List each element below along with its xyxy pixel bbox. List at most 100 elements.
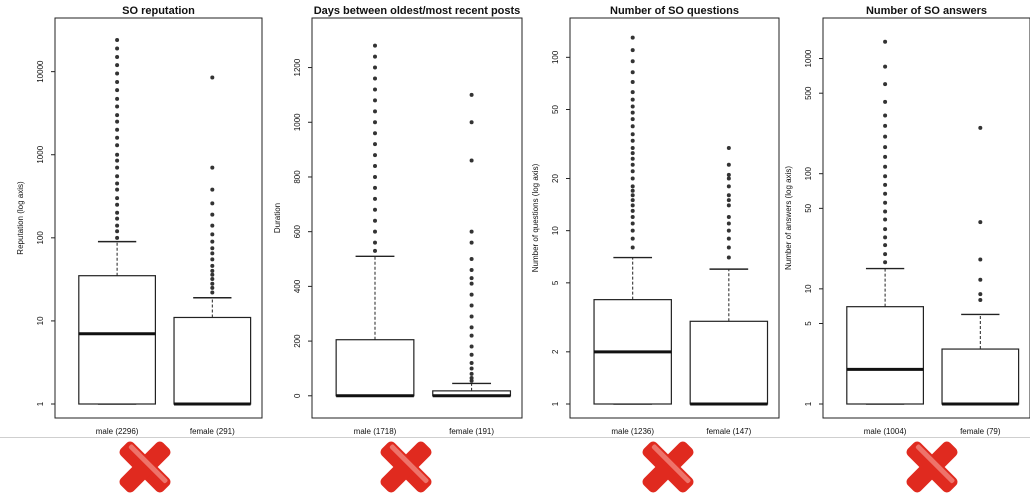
outlier-point (210, 246, 215, 251)
outlier-point (883, 164, 888, 169)
red-x-mark-icon (906, 441, 958, 493)
outlier-point (373, 109, 377, 114)
chart-title: Number of SO answers (866, 5, 987, 17)
outlier-point (373, 54, 377, 59)
outlier-point (630, 162, 635, 167)
outlier-point (883, 64, 888, 69)
outlier-point (630, 228, 635, 233)
outlier-point (630, 169, 635, 174)
outlier-point (469, 292, 474, 297)
outlier-point (373, 76, 377, 81)
box-body (78, 275, 156, 405)
outlier-point (630, 132, 635, 137)
outlier-point (115, 119, 120, 124)
outlier-point (115, 143, 120, 148)
y-tick-label: 1000 (36, 145, 45, 163)
outlier-point (883, 134, 888, 139)
outlier-point (726, 193, 731, 198)
outlier-point (115, 235, 120, 240)
x-category-label: female (147) (706, 427, 751, 436)
y-tick-label: 50 (804, 203, 813, 212)
chart-title: Number of SO questions (610, 5, 739, 17)
outlier-point (210, 223, 215, 228)
outlier-point (115, 210, 120, 215)
x-highlight (128, 444, 168, 484)
y-axis-label: Reputation (log axis) (16, 181, 25, 255)
box-2 (689, 145, 769, 406)
y-tick-label: 500 (804, 86, 813, 100)
box-1 (593, 35, 672, 405)
outlier-point (373, 43, 377, 48)
outlier-point (630, 48, 635, 53)
outlier-point (630, 193, 635, 198)
outlier-point (115, 55, 120, 60)
outlier-point (373, 174, 377, 179)
outlier-point (630, 124, 635, 129)
x-bar-2 (642, 441, 694, 493)
outlier-point (726, 145, 731, 150)
y-tick-label: 10000 (36, 60, 45, 83)
outlier-point (469, 376, 474, 381)
outlier-point (469, 240, 474, 245)
outlier-point (115, 152, 120, 157)
outlier-point (883, 200, 888, 205)
outlier-point (630, 236, 635, 241)
y-tick-label: 1 (804, 401, 813, 406)
outlier-point (115, 135, 120, 140)
outlier-point (630, 138, 635, 143)
outlier-point (469, 257, 474, 262)
outlier-point (883, 82, 888, 87)
x-bar-2 (906, 441, 958, 493)
outlier-point (210, 276, 215, 281)
y-axis-label: Number of answers (log axis) (784, 166, 793, 270)
outlier-point (469, 344, 474, 349)
x-category-label: male (2296) (96, 427, 139, 436)
outlier-point (210, 290, 215, 295)
outlier-point (726, 172, 731, 177)
outlier-point (210, 257, 215, 262)
outlier-point (210, 165, 215, 170)
outlier-point (115, 63, 120, 68)
y-tick-label: 10 (36, 316, 45, 325)
outlier-point (630, 117, 635, 122)
outlier-point (630, 156, 635, 161)
outlier-point (469, 325, 474, 330)
outlier-point (373, 185, 377, 190)
outlier-point (373, 207, 377, 212)
outlier-point (630, 245, 635, 250)
y-tick-label: 50 (551, 105, 560, 114)
chart-panel-4: Number of SO answers 1 5 10 50 100 500 1000 Numb… (784, 5, 1030, 436)
outlier-point (373, 120, 377, 125)
red-x-mark-stroke (642, 441, 694, 493)
x-category-label: male (1004) (864, 427, 907, 436)
plot-frame (569, 17, 780, 419)
red-x-mark-stroke (906, 441, 958, 493)
outlier-point (978, 277, 983, 282)
y-tick-label: 100 (36, 231, 45, 245)
box-1 (335, 43, 415, 398)
outlier-point (883, 227, 888, 232)
outlier-point (883, 123, 888, 128)
x-bar-2 (380, 441, 432, 493)
x-category-label: male (1236) (611, 427, 654, 436)
outlier-point (883, 260, 888, 265)
outlier-point (726, 245, 731, 250)
outlier-point (210, 187, 215, 192)
outlier-point (210, 263, 215, 268)
outlier-point (115, 104, 120, 109)
chart-title: SO reputation (122, 5, 195, 17)
outlier-point (630, 214, 635, 219)
separator-line (0, 437, 1030, 438)
outlier-point (630, 104, 635, 109)
outlier-point (726, 184, 731, 189)
y-tick-label: 0 (293, 393, 302, 398)
outlier-point (210, 285, 215, 290)
chart-panel-3: Number of SO questions 1 2 5 10 20 50 100 Number… (531, 5, 780, 436)
outlier-point (115, 96, 120, 101)
outlier-point (978, 292, 983, 297)
chart-panel-1: SO reputation 1 10 100 1000 10000 Reputation (… (16, 5, 263, 436)
x-bar-2 (119, 441, 171, 493)
outlier-point (630, 35, 635, 40)
x-category-label: female (291) (190, 427, 235, 436)
outlier-point (978, 125, 983, 130)
